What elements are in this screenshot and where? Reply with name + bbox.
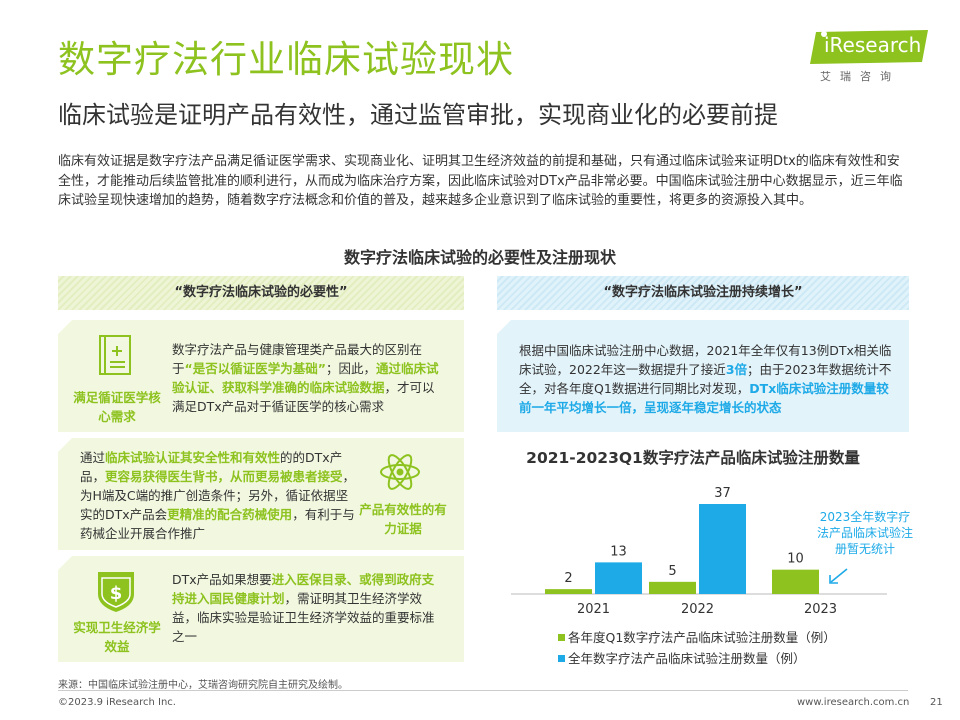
data-label: 10 <box>787 552 804 567</box>
card-label: 满足循证医学核心需求 <box>73 390 161 424</box>
annotation-arrow-icon <box>829 568 848 584</box>
data-label: 2 <box>564 571 572 586</box>
iresearch-logo: iResearch 艾瑞咨询 <box>810 30 930 90</box>
left-column-header: “数字疗法临床试验的必要性” <box>58 276 464 310</box>
card-text: 数字疗法产品与健康管理类产品最大的区别在于“是否以循证医学为基础”；因此，通过临… <box>172 340 444 416</box>
body-text: 的的DTx产品， <box>80 450 343 484</box>
card-text: DTx产品如果想要进入医保目录、或得到政府支持进入国民健康计划，需证明其卫生经济… <box>172 570 444 646</box>
svg-text:$: $ <box>110 583 123 604</box>
body-text: ，有利于与药械企业开展合作推广 <box>80 507 355 541</box>
data-label: 5 <box>668 564 676 579</box>
page-number: 21 <box>930 697 943 708</box>
intro-paragraph: 临床有效证据是数字疗法产品满足循证医学需求、实现商业化、证明其卫生经济效益的前提… <box>58 154 903 208</box>
highlight-text: 更容易获得医生背书，从而更易被患者接受 <box>105 469 343 484</box>
bar-2022-s1 <box>699 504 746 594</box>
legend-swatch-blue <box>558 655 565 662</box>
highlight-text: 临床试验认证其安全性和有效性 <box>105 450 281 465</box>
necessity-card-2: 通过临床试验认证其安全性和有效性的的DTx产品，更容易获得医生背书，从而更易被患… <box>58 438 464 550</box>
legend-swatch-green <box>558 634 565 641</box>
copyright: ©2023.9 iResearch Inc. <box>58 697 176 708</box>
chart-annotation: 2023全年数字疗法产品临床试验注册暂无统计 <box>816 510 913 556</box>
card-label: 产品有效性的有力证据 <box>359 502 447 536</box>
source-note: 来源：中国临床试验注册中心，艾瑞咨询研究院自主研究及绘制。 <box>58 680 348 691</box>
body-text: ，需证明其卫生经济学效益，临床实验是验证卫生经济学效益的重要标准之一 <box>172 591 435 644</box>
atom-icon <box>380 454 420 490</box>
right-column-header: “数字疗法临床试验注册持续增长” <box>497 276 909 310</box>
highlight-text: “是否以循证医学为基础” <box>184 361 326 376</box>
body-text: DTx产品如果想要 <box>172 572 272 587</box>
bar-2023-s0 <box>772 569 819 594</box>
registration-bar-chart: 2 13 2021 5 37 2022 10 2023 <box>511 486 887 617</box>
x-tick-label: 2023 <box>804 602 837 617</box>
data-label: 37 <box>714 486 731 501</box>
footer-divider <box>58 690 908 691</box>
body-text: ；因此， <box>325 361 376 376</box>
card-label: 实现卫生经济学效益 <box>73 620 161 654</box>
logo-subtext: 艾瑞咨询 <box>820 70 900 83</box>
highlight-text: 更精准的配合药械使用 <box>167 507 293 522</box>
highlight-text-blue: 3倍 <box>725 362 748 377</box>
body-text: 通过 <box>80 450 106 465</box>
body-text: 根据中国临床试验注册中心数据，2021年全年仅有13例DTx相关临床试验，202… <box>519 343 892 377</box>
legend-item-q1: 各年度Q1数字疗法产品临床试验注册数量（例） <box>558 629 836 647</box>
page-title: 数字疗法行业临床试验现状 <box>58 38 514 81</box>
x-tick-label: 2022 <box>681 602 714 617</box>
logo-badge-icon <box>810 30 928 64</box>
bar-2022-s0 <box>649 581 696 594</box>
x-tick-label: 2021 <box>577 602 610 617</box>
dollar-shield-icon: $ <box>98 572 134 612</box>
section-title: 数字疗法临床试验的必要性及注册现状 <box>343 248 616 267</box>
data-label: 13 <box>610 544 627 559</box>
body-text: ，才可以满足DTx产品对于循证医学的核心需求 <box>172 380 435 414</box>
necessity-card-1: 满足循证医学核心需求 数字疗法产品与健康管理类产品最大的区别在于“是否以循证医学… <box>58 320 464 432</box>
card-text: 通过临床试验认证其安全性和有效性的的DTx产品，更容易获得医生背书，从而更易被患… <box>80 448 358 543</box>
body-text: ，为H端及C端的推广创造条件；另外，循证依据坚实的DTx产品会 <box>80 469 356 522</box>
necessity-card-3: $ 实现卫生经济学效益 DTx产品如果想要进入医保目录、或得到政府支持进入国民健… <box>58 556 464 662</box>
legend-label: 各年度Q1数字疗法产品临床试验注册数量（例） <box>568 630 836 645</box>
logo-text: iResearch <box>824 33 922 57</box>
highlight-text: 通过临床试验认证、获取科学准确的临床试验数据 <box>172 361 439 395</box>
website-link[interactable]: www.iresearch.com.cn <box>797 697 910 708</box>
page-subtitle: 临床试验是证明产品有效性，通过监管审批，实现商业化的必要前提 <box>58 101 778 129</box>
legend-item-full-year: 全年数字疗法产品临床试验注册数量（例） <box>558 650 806 668</box>
highlight-text-blue: DTx临床试验注册数量较前一年平均增长一倍，呈现逐年稳定增长的状态 <box>519 381 889 415</box>
bar-2021-s1 <box>595 562 642 594</box>
legend-label: 全年数字疗法产品临床试验注册数量（例） <box>568 651 806 666</box>
body-text: ；由于2023年数据统计不全，对各年度Q1数据进行同期比对发现， <box>519 362 892 396</box>
chart-title: 2021-2023Q1数字疗法产品临床试验注册数量 <box>526 449 860 467</box>
registration-info-box: 根据中国临床试验注册中心数据，2021年全年仅有13例DTx相关临床试验，202… <box>497 320 909 432</box>
registration-info-text: 根据中国临床试验注册中心数据，2021年全年仅有13例DTx相关临床试验，202… <box>519 341 894 417</box>
body-text: 数字疗法产品与健康管理类产品最大的区别在于 <box>172 342 423 376</box>
highlight-text: 进入医保目录、或得到政府支持进入国民健康计划 <box>172 572 435 606</box>
document-plus-icon <box>99 335 131 375</box>
bar-2021-s0 <box>545 589 592 594</box>
